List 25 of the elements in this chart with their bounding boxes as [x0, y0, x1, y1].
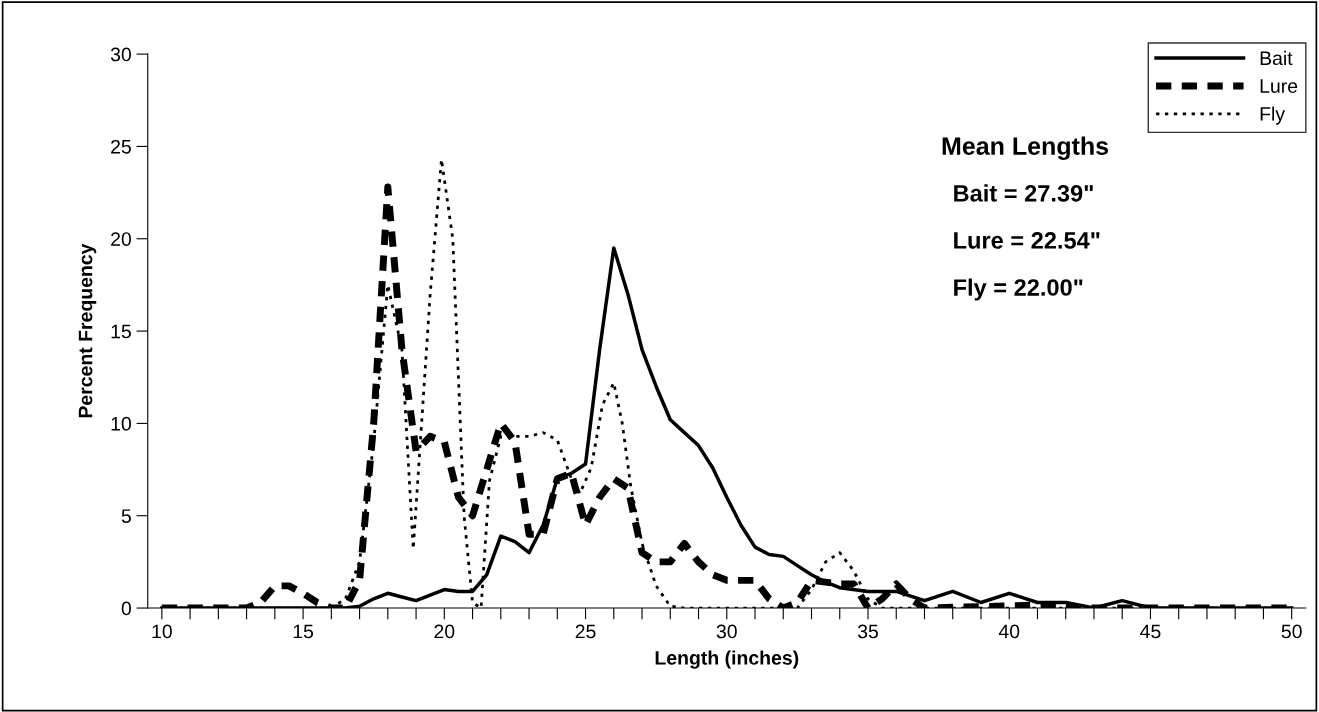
- annotation: Lure = 22.54": [954, 232, 1100, 249]
- y-tick-label: 30: [110, 47, 131, 62]
- y-tick-label: 20: [111, 232, 131, 246]
- annotation: Mean Lengths: [942, 136, 1109, 160]
- legend-label: Lure: [1260, 79, 1298, 93]
- x-tick-label: 50: [1281, 624, 1302, 639]
- x-tick-label: 10: [152, 624, 172, 639]
- x-tick-label: 15: [293, 624, 314, 639]
- annotation: Bait = 27.39": [954, 184, 1093, 202]
- x-axis-title: Length (inches): [655, 650, 799, 669]
- y-tick-label: 5: [121, 509, 131, 523]
- y-tick-label: 0: [121, 601, 131, 616]
- y-tick-label: 10: [111, 416, 131, 431]
- x-tick-label: 35: [857, 624, 878, 639]
- x-tick-label: 40: [998, 624, 1020, 639]
- annotation: Fly = 22.00": [954, 278, 1083, 301]
- x-tick-label: 45: [1140, 624, 1161, 639]
- x-tick-label: 30: [716, 624, 737, 639]
- legend-label: Bait: [1260, 50, 1293, 66]
- y-tick-label: 25: [111, 139, 131, 154]
- y-tick-label: 15: [111, 324, 131, 339]
- x-tick-label: 20: [434, 624, 455, 639]
- x-tick-label: 25: [575, 624, 596, 639]
- y-axis-title: Percent Frequency: [78, 243, 97, 418]
- legend-label: Fly: [1260, 106, 1285, 125]
